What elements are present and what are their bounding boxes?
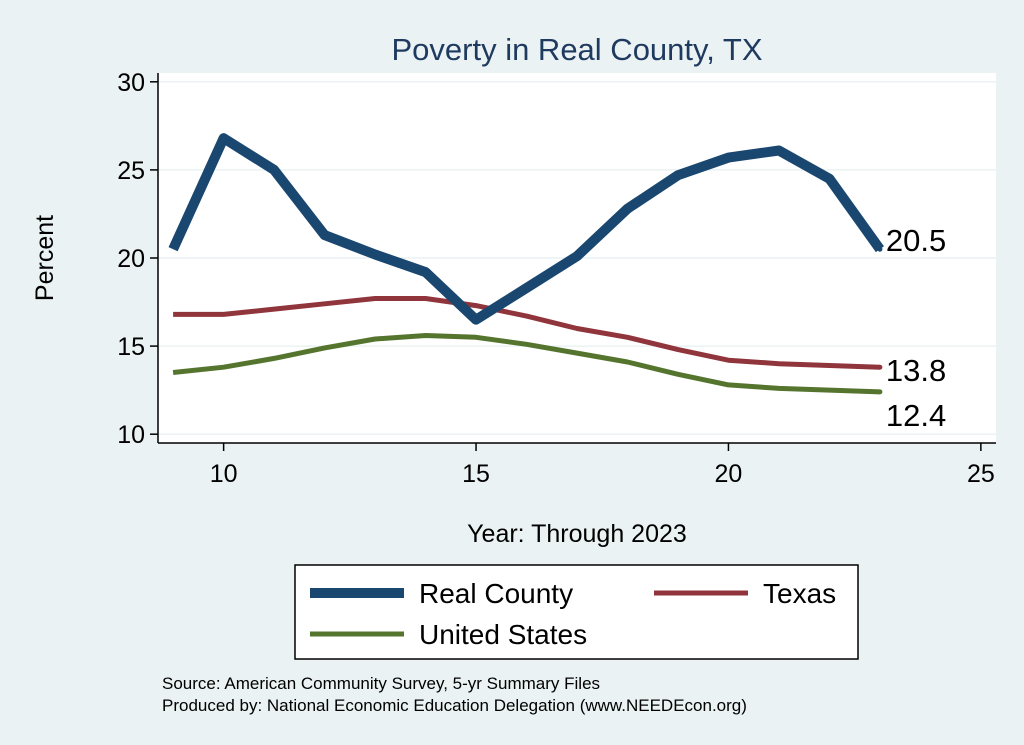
legend-label-texas: Texas (763, 578, 836, 609)
y-tick-label: 15 (117, 333, 145, 361)
y-axis-ticks: 10 15 20 25 30 (117, 69, 158, 449)
x-axis-title: Year: Through 2023 (467, 520, 687, 548)
end-point-united-states (877, 389, 883, 395)
legend-label-united-states: United States (419, 619, 587, 650)
chart-title: Poverty in Real County, TX (391, 32, 762, 67)
end-point-real-county (877, 246, 883, 252)
x-tick-label: 20 (715, 460, 743, 488)
end-point-texas (877, 364, 883, 370)
series-group (168, 133, 884, 395)
x-tick-label: 15 (462, 460, 490, 488)
series-line-united-states (172, 333, 880, 395)
end-label-texas: 13.8 (886, 353, 946, 388)
end-labels: 20.5 13.8 12.4 (877, 223, 946, 433)
y-tick-label: 25 (117, 157, 145, 185)
source-note: Source: American Community Survey, 5-yr … (162, 674, 600, 693)
x-axis-ticks: 10 15 20 25 (210, 443, 995, 488)
producer-note: Produced by: National Economic Education… (162, 696, 747, 715)
x-tick-label: 25 (967, 460, 995, 488)
y-tick-label: 20 (117, 245, 145, 273)
y-tick-label: 30 (117, 69, 145, 97)
end-label-united-states: 12.4 (886, 398, 946, 433)
series-line-texas (173, 296, 880, 370)
end-label-real-county: 20.5 (886, 223, 946, 258)
y-axis-title: Percent (31, 215, 59, 301)
x-tick-label: 10 (210, 460, 238, 488)
y-tick-label: 10 (117, 421, 145, 449)
series-line-real-county (168, 133, 884, 325)
legend-box (294, 564, 859, 660)
legend-label-real-county: Real County (419, 578, 573, 609)
